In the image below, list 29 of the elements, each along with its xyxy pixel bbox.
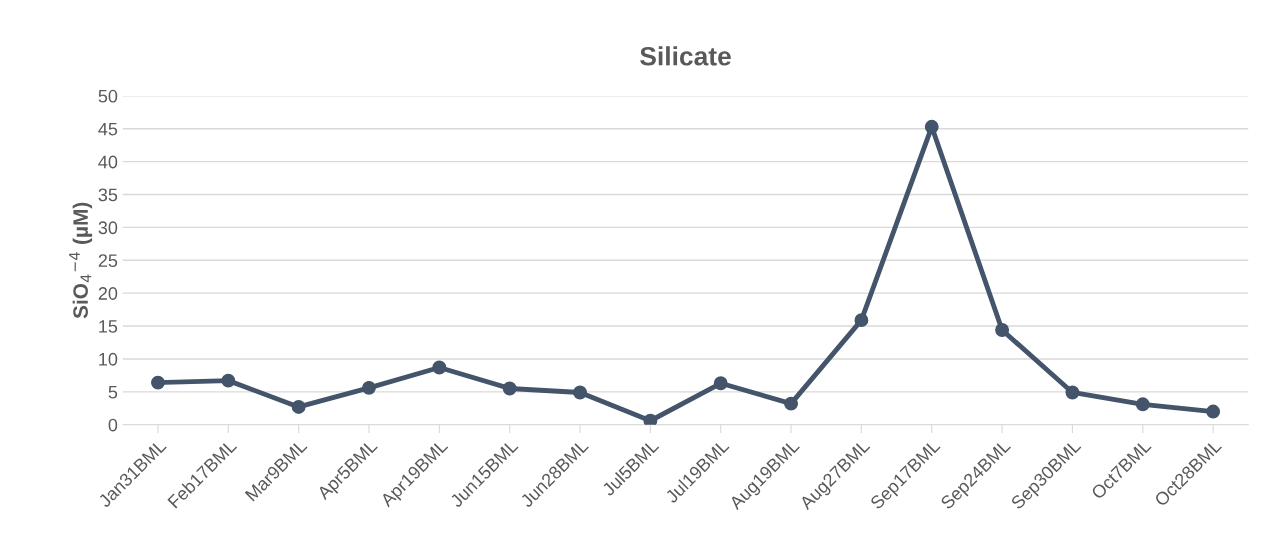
y-tick-label: 35 (98, 188, 118, 202)
point (854, 313, 869, 328)
y-tick-label: 0 (108, 418, 118, 432)
point (432, 360, 447, 375)
point (573, 385, 587, 400)
y-tick-label: 40 (98, 155, 118, 169)
y-tick-label: 30 (98, 221, 118, 235)
point (362, 380, 376, 395)
y-tick-label: 50 (98, 89, 118, 103)
point (924, 119, 939, 134)
point (291, 399, 306, 414)
y-axis-title: SiO$_{4}$$^{−4}$ (µM) (69, 202, 93, 319)
point (1065, 385, 1080, 400)
point (151, 375, 165, 390)
point (713, 376, 728, 391)
y-tick-label: 45 (98, 122, 118, 136)
y-tick-label: 20 (98, 287, 118, 300)
point (995, 323, 1010, 337)
point (502, 381, 517, 396)
y-tick-label: 25 (98, 254, 118, 268)
point (1135, 397, 1150, 412)
y-tick-label: 15 (99, 320, 118, 333)
point (643, 413, 658, 425)
point (784, 396, 799, 411)
y-tick-label: 10 (99, 352, 118, 366)
chart-title: Silicate (640, 46, 731, 66)
point (221, 373, 236, 388)
y-tick-label: 5 (108, 385, 118, 399)
point (1206, 404, 1221, 419)
